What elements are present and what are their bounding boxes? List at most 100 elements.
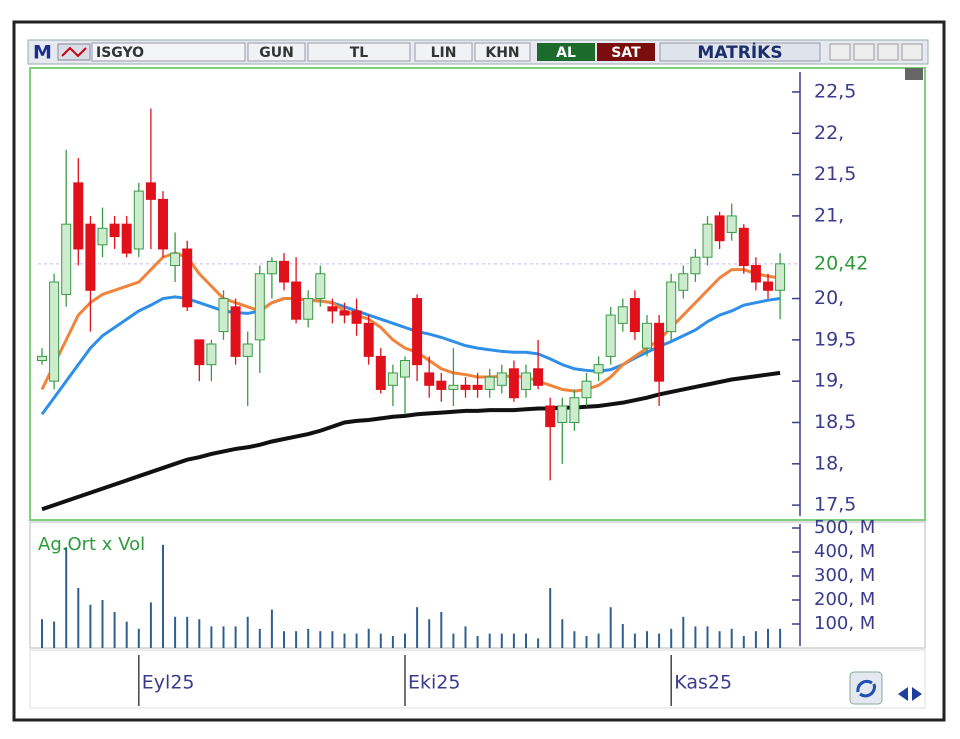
candle-body — [424, 372, 435, 386]
candle-body — [61, 223, 72, 295]
symbol: ISGYO — [96, 45, 144, 61]
candle-body — [73, 182, 84, 250]
y-tick-label: 19,5 — [814, 328, 856, 350]
y-tick-label: 500, M — [814, 517, 875, 538]
candle-body — [133, 190, 144, 250]
candle-body — [484, 376, 495, 390]
candle-body — [158, 198, 168, 250]
y-tick-label: 300, M — [814, 565, 875, 586]
candle-body — [654, 322, 665, 382]
candle-body — [472, 384, 483, 390]
candle-body — [690, 256, 701, 275]
toolbar-button[interactable] — [247, 42, 306, 62]
candle-body — [726, 215, 737, 233]
y-tick-label: 18,5 — [814, 411, 856, 433]
candle-body — [496, 372, 507, 386]
candle-body — [315, 273, 326, 300]
close-button[interactable] — [901, 43, 923, 61]
candle-body — [521, 372, 531, 390]
candle-body — [49, 281, 60, 382]
buy-button[interactable] — [537, 43, 595, 61]
last-price-bg — [812, 252, 882, 275]
y-tick-label: 100, M — [814, 613, 875, 634]
candle-body — [37, 355, 47, 362]
y-tick-label: 18, — [814, 452, 844, 474]
candle-body — [291, 281, 302, 320]
candle-body — [738, 227, 749, 266]
volume-title: Ag.Ort x Vol — [38, 534, 145, 555]
mode: M — [33, 42, 52, 64]
candle-body — [436, 380, 447, 390]
candle-body — [303, 298, 314, 320]
candle-body — [182, 248, 193, 308]
candle-body — [339, 310, 350, 316]
toolbar-button[interactable] — [414, 42, 473, 62]
candle-body — [327, 306, 338, 312]
candle-body — [170, 252, 181, 266]
candle-body — [605, 314, 616, 357]
candle-body — [412, 298, 423, 366]
candle-body — [508, 368, 519, 399]
y-tick-label: 200, M — [814, 589, 875, 610]
candle-body — [593, 364, 604, 374]
candle-body — [145, 182, 156, 200]
candle-body — [400, 360, 410, 378]
toolbar-button[interactable] — [307, 42, 411, 62]
menu-button[interactable] — [829, 43, 851, 61]
candle-body — [363, 322, 374, 357]
candle-body — [375, 355, 386, 390]
candle-body — [266, 260, 277, 275]
candle-body — [254, 273, 265, 341]
sell-label: SAT — [611, 45, 641, 61]
symbol-box[interactable] — [91, 42, 246, 62]
candle-body — [533, 368, 544, 386]
icon-glyph — [61, 46, 87, 58]
candle-body — [581, 380, 592, 399]
y-tick-label: 17,5 — [814, 494, 856, 516]
candle-body — [775, 263, 786, 291]
last-price-label: 20,42 — [814, 252, 868, 274]
minimize-button[interactable] — [853, 43, 875, 61]
candle-body — [387, 372, 398, 386]
candle-body — [678, 273, 689, 291]
y-tick-label: 22,5 — [814, 80, 856, 102]
candle-body — [545, 405, 556, 428]
volume-panel — [29, 521, 926, 649]
candle-body — [750, 264, 761, 283]
maximize-button[interactable] — [877, 43, 899, 61]
toolbar-button-label: GUN — [259, 45, 294, 61]
candle-body — [194, 339, 205, 366]
candle-body — [666, 281, 677, 333]
refresh-icon — [856, 679, 876, 698]
y-tick-label: 400, M — [814, 541, 875, 562]
buy-label: AL — [556, 45, 576, 61]
candle-body — [97, 227, 108, 246]
panel-button[interactable] — [905, 68, 923, 80]
candle-body — [85, 223, 96, 291]
x-tick-label: Kas25 — [674, 672, 732, 694]
brand: MATRİKS — [697, 41, 782, 63]
toolbar-button-label: TL — [350, 45, 369, 61]
candle-body — [557, 405, 568, 423]
candle-body — [569, 397, 580, 423]
scroll-arrows[interactable] — [898, 687, 922, 701]
candle-body — [242, 343, 253, 357]
toolbar-button[interactable] — [474, 42, 531, 62]
moving-average — [41, 370, 781, 512]
price-panel — [29, 67, 926, 521]
candle-body — [279, 260, 289, 283]
candle-body — [230, 306, 241, 357]
x-tick-label: Eyl25 — [142, 672, 195, 694]
x-tick-label: Eki25 — [408, 672, 460, 694]
refresh-button[interactable] — [849, 671, 883, 705]
candle-body — [448, 384, 459, 390]
toolbar-button-label: LIN — [431, 45, 457, 61]
candle-body — [714, 215, 725, 242]
candle-body — [629, 298, 640, 333]
candle-body — [763, 281, 773, 291]
sell-button[interactable] — [597, 43, 655, 61]
candle-body — [351, 310, 362, 324]
candle-body — [642, 322, 652, 349]
brand-box — [659, 42, 821, 62]
